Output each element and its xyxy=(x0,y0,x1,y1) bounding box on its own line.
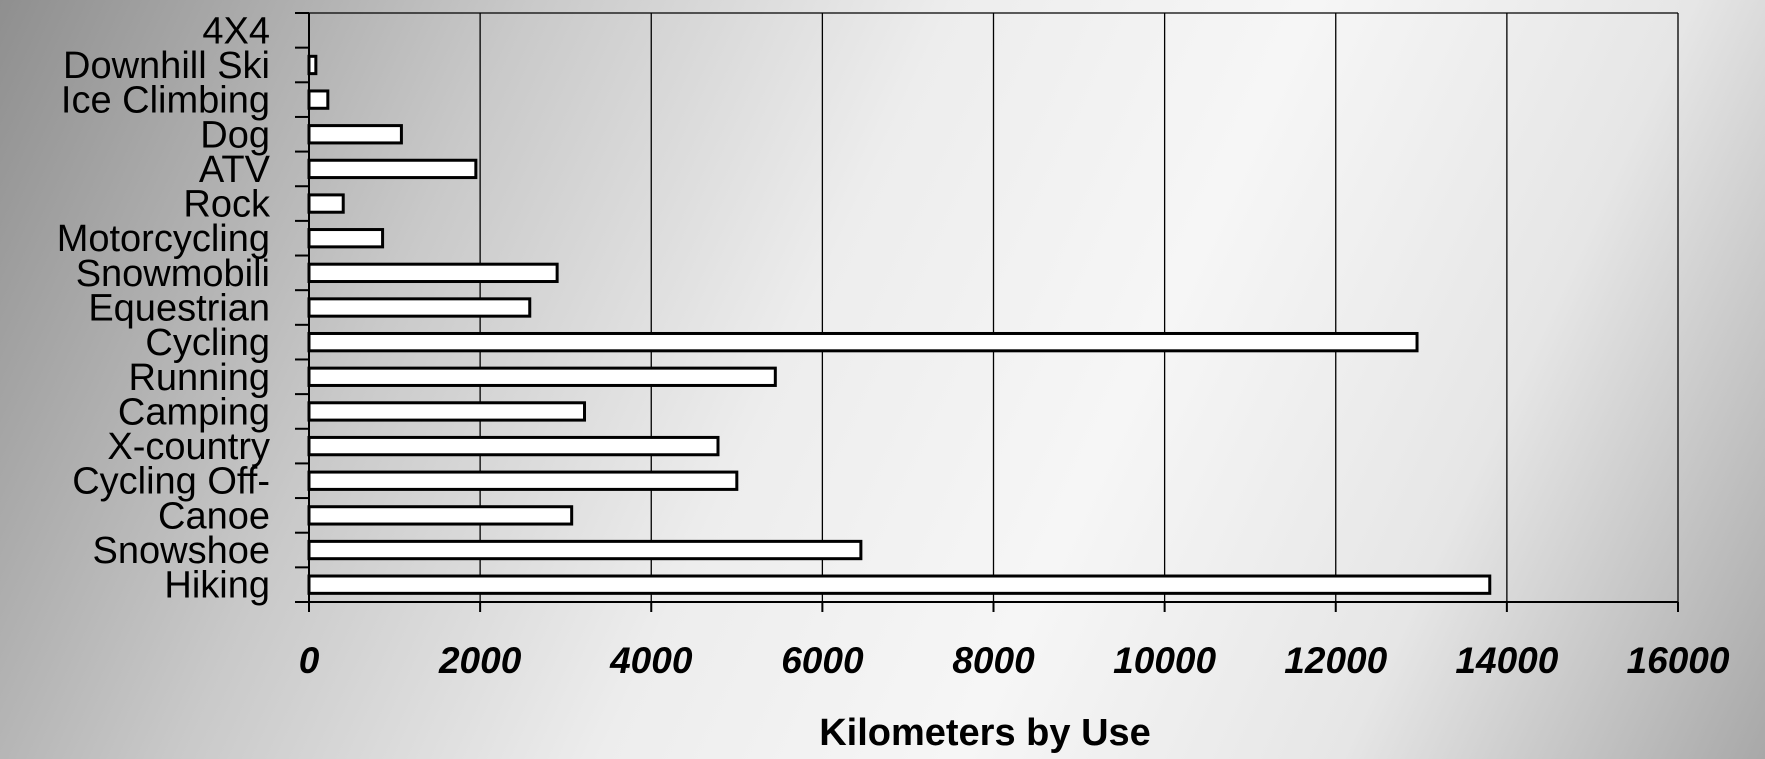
x-tick-label: 16000 xyxy=(1627,640,1730,681)
category-label: Snowmobili xyxy=(76,253,270,295)
category-label: Running xyxy=(128,357,270,399)
category-label: Cycling xyxy=(145,322,270,364)
category-label: Ice Climbing xyxy=(61,80,270,122)
category-label: Cycling Off- xyxy=(72,461,270,503)
category-label: Hiking xyxy=(164,565,270,607)
x-tick-label: 12000 xyxy=(1284,640,1387,681)
bar-equestrian xyxy=(307,297,532,318)
bar-cycling-off xyxy=(307,470,739,491)
grid-lines xyxy=(309,12,1679,602)
x-tick-label: 8000 xyxy=(952,640,1035,681)
bar-atv xyxy=(307,158,478,180)
category-label: Snowshoe xyxy=(93,530,270,572)
bar-hiking xyxy=(307,574,1492,595)
category-label: Downhill Ski xyxy=(63,45,270,87)
category-label: Dog xyxy=(200,114,270,156)
bar-dog xyxy=(307,124,403,145)
bar-running xyxy=(307,366,777,387)
category-label: Motorcycling xyxy=(57,218,270,260)
category-label: 4X4 xyxy=(202,10,270,52)
category-label: Equestrian xyxy=(88,288,270,330)
bar-x-country xyxy=(307,435,720,457)
category-label: ATV xyxy=(199,149,271,191)
bar-camping xyxy=(307,401,587,422)
x-tick-label: 10000 xyxy=(1113,640,1216,681)
axes xyxy=(295,12,1679,612)
bars xyxy=(307,54,1492,595)
x-tick-label: 2000 xyxy=(438,640,522,681)
bar-downhill-ski xyxy=(307,54,318,76)
x-tick-label: 14000 xyxy=(1455,640,1558,681)
x-axis-title: Kilometers by Use xyxy=(819,712,1151,754)
bar-snowshoe xyxy=(307,539,863,561)
bar-ice-climbing xyxy=(307,89,330,110)
x-tick-labels: 0 2000 4000 6000 8000 10000 12000 14000 16000 xyxy=(299,640,1730,681)
category-label: X-country xyxy=(107,426,270,468)
category-label: Rock xyxy=(183,184,271,226)
bar-cycling xyxy=(307,331,1419,353)
category-label: Camping xyxy=(118,391,270,433)
bar-motorcycling xyxy=(307,228,385,249)
bar-canoe xyxy=(307,505,574,526)
bar-rock xyxy=(307,193,345,214)
bar-snowmobili xyxy=(307,262,559,284)
x-tick-label: 6000 xyxy=(781,640,864,681)
x-tick-label: 0 xyxy=(299,640,320,681)
category-label: Canoe xyxy=(158,495,270,537)
x-tick-label: 4000 xyxy=(609,640,693,681)
